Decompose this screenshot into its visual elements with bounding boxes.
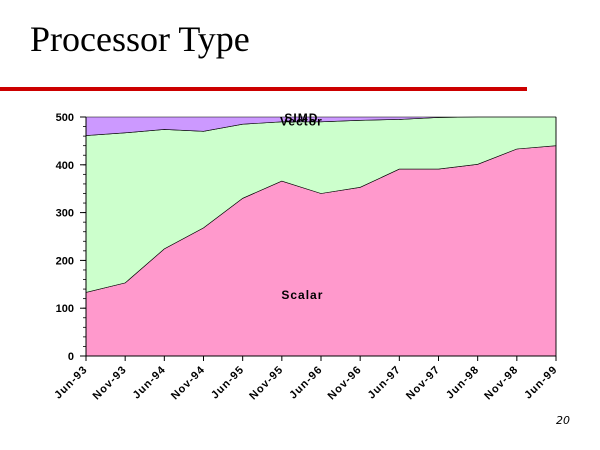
chart-areas [85,116,557,357]
area-simd [85,116,556,136]
x-tick-label: Nov-94 [169,364,208,403]
y-tick-label: 200 [56,255,74,267]
y-tick-label: 300 [56,208,74,220]
y-tick-label: 500 [56,112,74,124]
x-tick-label: Nov-95 [247,364,286,403]
x-tick-label: Jun-97 [366,364,404,402]
y-tick-label: 0 [68,351,74,363]
x-tick-label: Jun-98 [444,364,482,402]
x-tick-label: Nov-93 [91,364,130,403]
slide-title: Processor Type [30,19,250,59]
x-tick-label: Jun-94 [131,364,169,402]
area-label-simd: SIMD [284,111,318,125]
y-tick-label: 400 [56,160,74,172]
x-tick-label: Jun-95 [209,364,247,402]
x-tick-label: Nov-97 [404,364,443,403]
x-tick-label: Nov-98 [482,364,521,403]
area-label-scalar: Scalar [281,288,323,302]
y-tick-label: 100 [56,303,74,315]
x-tick-label: Nov-96 [326,364,365,403]
x-axis-ticks: Jun-93 Nov-93 Jun-94 Nov-94 Jun-95 Nov-95 Jun-… [52,356,560,402]
title-rule [0,87,527,91]
y-axis-ticks: 0 100 200 300 400 500 [56,112,86,363]
page-number: 20 [556,414,570,427]
area-label-vector: Vector [280,114,323,128]
x-tick-label: Jun-96 [287,364,325,402]
x-tick-label: Jun-99 [522,364,560,402]
x-tick-label: Jun-93 [52,364,90,402]
